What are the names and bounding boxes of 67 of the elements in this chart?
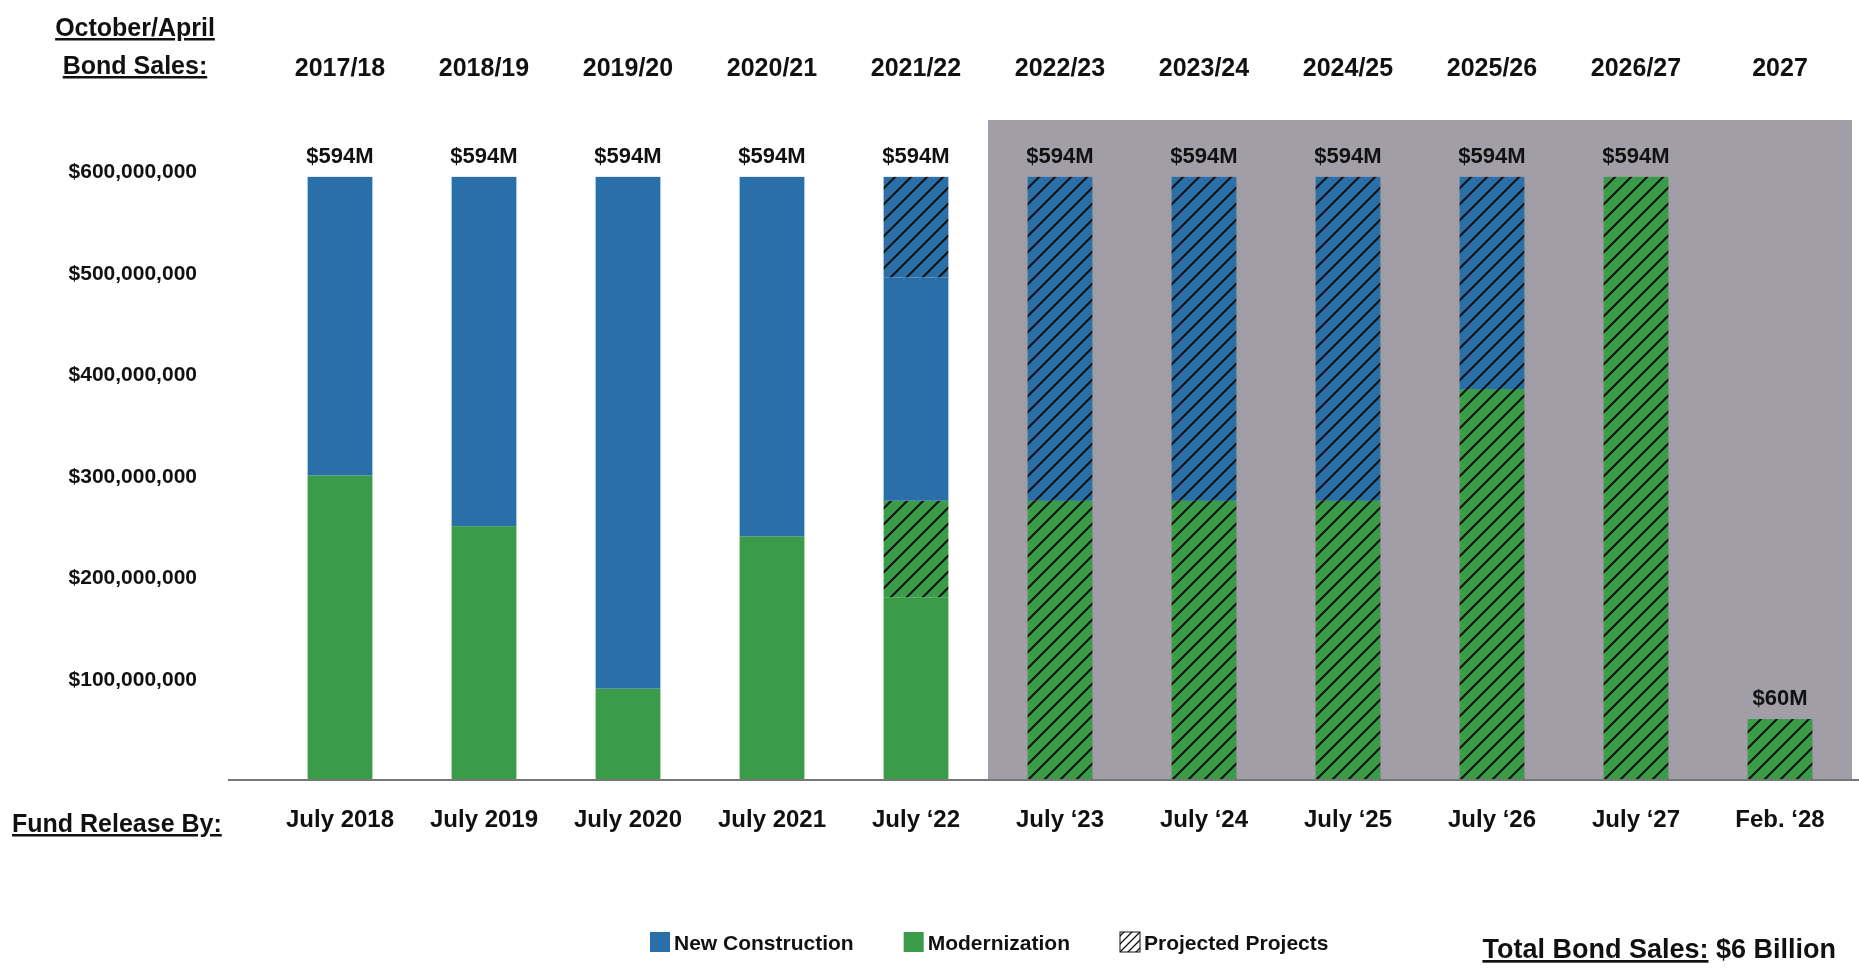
- bar: [739, 536, 805, 780]
- total-label: $594M: [1026, 142, 1094, 168]
- x-tick-label: July ‘26: [1447, 805, 1537, 833]
- bar: [883, 277, 949, 501]
- bar: [595, 688, 661, 780]
- text: 2023/24: [1158, 53, 1250, 81]
- bar: [1459, 176, 1525, 390]
- bar: [595, 176, 661, 689]
- x-axis-title: Fund Release By:: [12, 809, 222, 837]
- x-tick-label: Feb. ‘28: [1735, 805, 1825, 833]
- bar: [1459, 389, 1525, 780]
- text: Projected Projects: [1144, 931, 1329, 954]
- y-tick-label: $600,000,000: [68, 158, 197, 182]
- bar: [1315, 176, 1381, 501]
- bar: [307, 475, 373, 780]
- bar: [1171, 176, 1237, 501]
- text: 2018/19: [438, 53, 530, 81]
- bar: [1027, 176, 1093, 501]
- total-label: $60M: [1752, 685, 1808, 711]
- text: 2021/22: [870, 53, 962, 81]
- x-tick-label: July ‘27: [1591, 805, 1681, 833]
- y-tick-label: $200,000,000: [68, 565, 197, 589]
- text: 2019/20: [582, 53, 674, 81]
- legend-label: New Construction: [674, 931, 854, 954]
- bar: [451, 526, 517, 780]
- bar: [883, 500, 949, 598]
- x-tick-label: July 2018: [285, 805, 395, 833]
- y-tick-label: $500,000,000: [68, 260, 197, 284]
- x-tick-label: July 2020: [573, 805, 683, 833]
- text: October/April Bond Sales:: [55, 13, 215, 79]
- text: Total Bond Sales: $6 Billion: [1482, 934, 1836, 964]
- y-tick-label: $300,000,000: [68, 463, 197, 487]
- total-label: $594M: [1170, 142, 1238, 168]
- total-label: $594M: [594, 142, 662, 168]
- text: 2027: [1752, 53, 1808, 81]
- text: 2024/25: [1302, 53, 1394, 81]
- total-label: $594M: [306, 142, 374, 168]
- total-label: $594M: [450, 142, 518, 168]
- text: 2022/23: [1014, 53, 1106, 81]
- text: 2026/27: [1590, 53, 1682, 81]
- bar: [1171, 500, 1237, 780]
- total-label: $594M: [738, 142, 806, 168]
- bar: [1315, 500, 1381, 780]
- legend-label: Modernization: [927, 931, 1070, 954]
- text: 2017/18: [294, 53, 386, 81]
- total-label: $594M: [882, 142, 950, 168]
- x-tick-label: July ‘22: [871, 805, 961, 833]
- x-tick-label: July 2021: [717, 805, 827, 833]
- total-label: $594M: [1314, 142, 1382, 168]
- bar: [1603, 176, 1669, 780]
- bar: [883, 176, 949, 278]
- total-label: $594M: [1458, 142, 1526, 168]
- total-label: $594M: [1602, 142, 1670, 168]
- y-tick-label: $100,000,000: [68, 666, 197, 690]
- bar: [1027, 500, 1093, 780]
- x-tick-label: July 2019: [429, 805, 539, 833]
- x-tick-label: July ‘24: [1159, 805, 1249, 833]
- bar: [739, 176, 805, 537]
- bar: [307, 176, 373, 476]
- text: 2025/26: [1446, 53, 1538, 81]
- bar: [1747, 719, 1813, 780]
- bar: [883, 597, 949, 780]
- x-tick-label: July ‘25: [1303, 805, 1393, 833]
- x-tick-label: July ‘23: [1015, 805, 1105, 833]
- text: 2020/21: [726, 53, 818, 81]
- y-tick-label: $400,000,000: [68, 362, 197, 386]
- bar: [451, 176, 517, 527]
